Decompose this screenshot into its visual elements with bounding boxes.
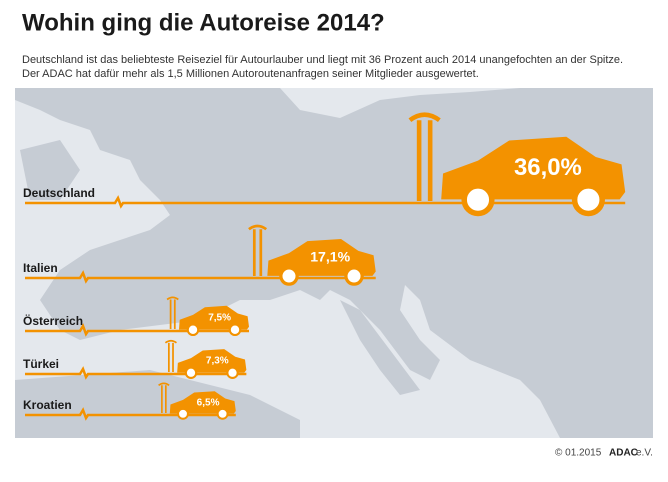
car: [267, 238, 376, 286]
bar-line: [25, 366, 247, 380]
bar-line: [25, 270, 376, 284]
car-body: [179, 305, 249, 330]
car-body: [177, 349, 247, 373]
title: Wohin ging die Autoreise 2014?: [22, 9, 385, 36]
land-africa: [15, 370, 300, 438]
subtitle-line: Der ADAC hat dafür mehr als 1,5 Millione…: [22, 68, 479, 80]
category-label: Deutschland: [23, 186, 95, 200]
copyright: © 01.2015: [555, 448, 602, 459]
bar-line: [25, 195, 626, 209]
category-label: Österreich: [23, 313, 83, 328]
category-label: Türkei: [23, 357, 59, 371]
car-body: [169, 391, 236, 414]
car-wheel: [228, 323, 242, 337]
car-body: [267, 238, 376, 276]
value-label: 6,5%: [197, 397, 220, 408]
category-label: Kroatien: [23, 398, 72, 412]
car: [179, 305, 249, 337]
brand-suffix: e.V.: [636, 448, 653, 459]
car-wheel: [177, 407, 189, 420]
car-wheel: [279, 266, 299, 286]
bike-rack: [248, 224, 268, 276]
value-label: 7,5%: [208, 313, 231, 324]
bike-rack: [408, 112, 441, 201]
car-wheel: [461, 183, 495, 217]
bike-rack: [164, 339, 177, 372]
car-wheel: [216, 407, 229, 420]
car-wheel: [186, 323, 200, 337]
land-italy: [340, 300, 420, 395]
bike-rack: [166, 296, 179, 329]
bike-rack: [158, 382, 170, 413]
car-body: [441, 136, 626, 200]
category-label: Italien: [23, 261, 58, 275]
value-label: 36,0%: [514, 154, 582, 181]
car: [177, 349, 247, 379]
car-wheel: [226, 366, 239, 379]
value-label: 7,3%: [206, 356, 229, 367]
car: [441, 136, 626, 217]
bar-line: [25, 323, 249, 337]
car-wheel: [344, 266, 364, 286]
value-label: 17,1%: [310, 248, 350, 264]
brand: ADAC: [609, 448, 638, 459]
car-wheel: [184, 366, 198, 379]
bar-line: [25, 407, 236, 421]
car-wheel: [571, 183, 605, 217]
land-uk: [20, 140, 80, 200]
subtitle-line: Deutschland ist das beliebteste Reisezie…: [22, 54, 623, 66]
car: [169, 391, 236, 420]
